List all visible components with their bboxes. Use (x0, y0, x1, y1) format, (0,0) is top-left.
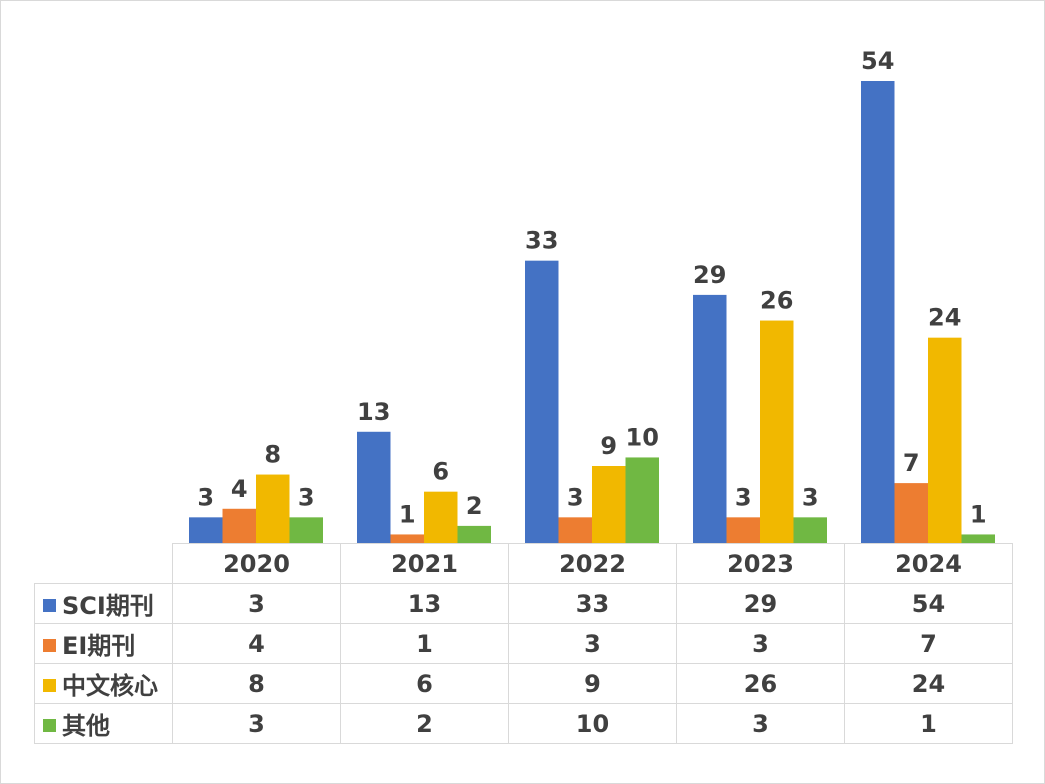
table-cell-2023-series-1: 3 (676, 623, 845, 664)
data-label-2024-series-0: 54 (861, 47, 894, 75)
table-cell-2022-series-0: 33 (508, 583, 677, 624)
category-label-2023: 2023 (676, 543, 845, 584)
bar-2024-series-3 (961, 534, 995, 543)
table-cell-2021-series-2: 6 (340, 663, 509, 704)
data-label-2020-series-0: 3 (197, 483, 214, 511)
legend-entry-series-0: SCI期刊 (34, 583, 173, 624)
table-cell-2022-series-2: 9 (508, 663, 677, 704)
bar-2023-series-2 (760, 320, 794, 543)
data-label-2021-series-0: 13 (357, 398, 390, 426)
data-label-2022-series-3: 10 (626, 423, 659, 451)
table-corner (34, 543, 173, 584)
table-cell-2020-series-3: 3 (172, 703, 341, 744)
bar-2021-series-0 (357, 431, 391, 543)
bar-2022-series-2 (592, 466, 626, 543)
data-table: 2020 2021 2022 2023 2024 SCI期刊 3 13 33 29 54 EI期刊 4 1… (34, 543, 1013, 744)
bar-2023-series-1 (726, 517, 760, 543)
legend-label-series-2: 中文核心 (62, 672, 158, 700)
table-cell-2021-series-0: 13 (340, 583, 509, 624)
table-cell-2024-series-2: 24 (844, 663, 1013, 704)
bar-2023-series-0 (693, 294, 727, 543)
bar-2020-series-3 (289, 517, 323, 543)
data-label-2020-series-1: 4 (231, 475, 248, 503)
bar-2020-series-0 (189, 517, 223, 543)
table-row: 中文核心 8 6 9 26 24 (34, 663, 1013, 704)
table-cell-2024-series-0: 54 (844, 583, 1013, 624)
category-label-2024: 2024 (844, 543, 1013, 584)
data-label-2023-series-2: 26 (760, 287, 793, 315)
bar-2021-series-2 (424, 491, 458, 543)
data-label-2022-series-2: 9 (600, 432, 617, 460)
bar-2020-series-1 (222, 508, 256, 543)
table-row: SCI期刊 3 13 33 29 54 (34, 583, 1013, 624)
table-cell-2022-series-3: 10 (508, 703, 677, 744)
table-cell-2020-series-0: 3 (172, 583, 341, 624)
bar-2021-series-1 (390, 534, 424, 543)
data-label-2024-series-2: 24 (928, 304, 961, 332)
data-label-2020-series-3: 3 (298, 483, 315, 511)
bar-2024-series-0 (861, 81, 895, 543)
legend-entry-series-1: EI期刊 (34, 623, 173, 664)
bar-2024-series-2 (928, 337, 962, 543)
legend-swatch-series-1 (43, 638, 56, 652)
table-cell-2020-series-1: 4 (172, 623, 341, 664)
legend-entry-series-2: 中文核心 (34, 663, 173, 704)
table-cell-2021-series-1: 1 (340, 623, 509, 664)
legend-label-series-3: 其他 (62, 712, 110, 740)
data-label-2023-series-3: 3 (802, 483, 819, 511)
data-label-2021-series-1: 1 (399, 500, 416, 528)
data-label-2020-series-2: 8 (264, 441, 281, 469)
table-cell-2023-series-3: 3 (676, 703, 845, 744)
legend-label-series-1: EI期刊 (62, 632, 136, 660)
table-cell-2020-series-2: 8 (172, 663, 341, 704)
table-cell-2023-series-2: 26 (676, 663, 845, 704)
bar-2022-series-1 (558, 517, 592, 543)
table-row: EI期刊 4 1 3 3 7 (34, 623, 1013, 664)
bar-2023-series-3 (793, 517, 827, 543)
table-cell-2024-series-3: 1 (844, 703, 1013, 744)
bar-2020-series-2 (256, 474, 290, 543)
legend-swatch-series-2 (43, 678, 56, 692)
table-row: 其他 3 2 10 3 1 (34, 703, 1013, 744)
category-label-2021: 2021 (340, 543, 509, 584)
legend-swatch-series-0 (43, 598, 56, 612)
category-label-2020: 2020 (172, 543, 341, 584)
table-cell-2021-series-3: 2 (340, 703, 509, 744)
table-cell-2024-series-1: 7 (844, 623, 1013, 664)
legend-label-series-0: SCI期刊 (62, 592, 154, 620)
data-label-2024-series-3: 1 (970, 500, 987, 528)
bar-2022-series-0 (525, 260, 559, 543)
category-label-2022: 2022 (508, 543, 677, 584)
bar-2024-series-1 (894, 483, 928, 543)
legend-entry-series-3: 其他 (34, 703, 173, 744)
data-label-2023-series-0: 29 (693, 261, 726, 289)
data-label-2022-series-0: 33 (525, 227, 558, 255)
table-cell-2023-series-0: 29 (676, 583, 845, 624)
table-header-row: 2020 2021 2022 2023 2024 (34, 543, 1013, 584)
bar-2021-series-3 (457, 525, 491, 543)
data-label-2023-series-1: 3 (735, 483, 752, 511)
data-label-2022-series-1: 3 (567, 483, 584, 511)
legend-swatch-series-3 (43, 718, 56, 732)
data-label-2021-series-3: 2 (466, 492, 483, 520)
bar-2022-series-3 (625, 457, 659, 543)
data-label-2024-series-1: 7 (903, 449, 920, 477)
data-label-2021-series-2: 6 (432, 458, 449, 486)
table-cell-2022-series-1: 3 (508, 623, 677, 664)
